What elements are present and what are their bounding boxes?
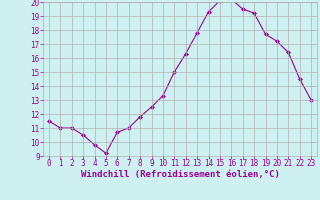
- X-axis label: Windchill (Refroidissement éolien,°C): Windchill (Refroidissement éolien,°C): [81, 170, 279, 179]
